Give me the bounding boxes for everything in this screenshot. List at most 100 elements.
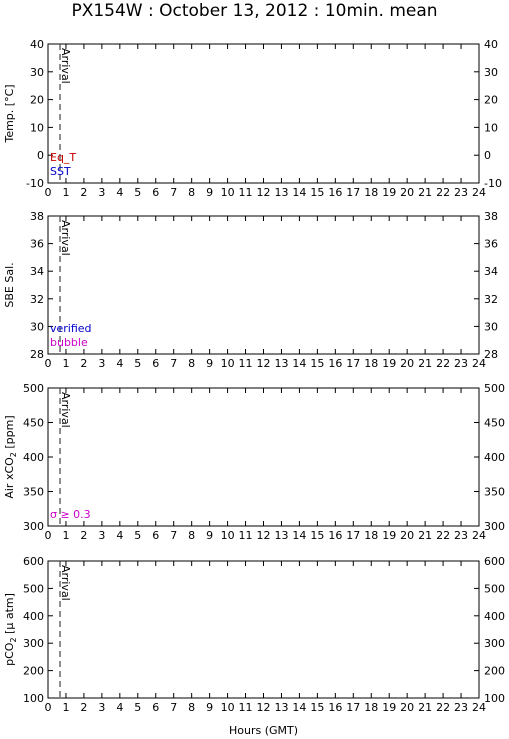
x-tick-label: 24 (472, 701, 486, 714)
x-tick-label: 10 (221, 186, 235, 199)
x-tick-label: 14 (292, 529, 306, 542)
y-tick-label-right: 500 (484, 582, 505, 595)
x-tick-label: 14 (292, 357, 306, 370)
x-tick-label: 10 (221, 701, 235, 714)
plot-frame (47, 43, 480, 184)
x-tick-label: 24 (472, 357, 486, 370)
x-tick-label: 15 (310, 701, 324, 714)
y-tick-label-right: -10 (484, 177, 502, 190)
y-tick-label-right: 300 (484, 520, 505, 533)
x-tick-label: 0 (45, 186, 52, 199)
y-tick-label-left: -10 (26, 177, 44, 190)
x-tick-label: 22 (436, 701, 450, 714)
y-tick-label-left: 300 (23, 520, 44, 533)
x-tick-label: 19 (382, 529, 396, 542)
x-tick-label: 1 (62, 186, 69, 199)
x-tick-label: 23 (454, 529, 468, 542)
x-tick-label: 17 (346, 701, 360, 714)
y-tick-label-left: 30 (30, 66, 44, 79)
arrival-label: Arrival (59, 392, 72, 428)
x-tick-label: 15 (310, 186, 324, 199)
x-tick-label: 13 (274, 357, 288, 370)
x-tick-label: 20 (400, 701, 414, 714)
y-tick-label-right: 36 (484, 238, 498, 251)
y-tick-label-right: 600 (484, 555, 505, 568)
x-tick-label: 23 (454, 186, 468, 199)
y-tick-label-right: 450 (484, 417, 505, 430)
x-tick-label: 4 (116, 357, 123, 370)
y-tick-label-left: 600 (23, 555, 44, 568)
x-tick-label: 7 (170, 357, 177, 370)
x-tick-label: 10 (221, 357, 235, 370)
x-tick-label: 0 (45, 701, 52, 714)
x-tick-label: 2 (80, 186, 87, 199)
x-tick-label: 12 (257, 186, 271, 199)
y-tick-label-left: 40 (30, 38, 44, 51)
x-tick-label: 1 (62, 701, 69, 714)
x-tick-label: 5 (134, 186, 141, 199)
x-tick-label: 9 (206, 529, 213, 542)
y-tick-label-left: 10 (30, 121, 44, 134)
x-tick-label: 22 (436, 357, 450, 370)
x-tick-label: 5 (134, 529, 141, 542)
x-tick-label: 24 (472, 186, 486, 199)
x-tick-label: 16 (328, 701, 342, 714)
x-tick-label: 11 (239, 357, 253, 370)
x-tick-label: 0 (45, 357, 52, 370)
x-tick-label: 13 (274, 186, 288, 199)
x-tick-label: 18 (364, 357, 378, 370)
legend-label: SST (50, 165, 71, 178)
plot-frame (47, 215, 480, 355)
y-tick-label-left: 36 (30, 238, 44, 251)
y-tick-label-right: 28 (484, 348, 498, 361)
x-tick-label: 11 (239, 701, 253, 714)
x-tick-label: 21 (418, 186, 432, 199)
y-tick-label-right: 400 (484, 451, 505, 464)
y-axis-label: Temp. [°C] (3, 84, 16, 143)
x-tick-label: 7 (170, 529, 177, 542)
x-tick-label: 17 (346, 186, 360, 199)
x-tick-label: 3 (98, 186, 105, 199)
x-tick-label: 18 (364, 701, 378, 714)
x-tick-label: 15 (310, 357, 324, 370)
x-tick-label: 10 (221, 529, 235, 542)
x-tick-label: 19 (382, 186, 396, 199)
y-tick-label-right: 300 (484, 637, 505, 650)
x-tick-label: 7 (170, 701, 177, 714)
y-axis-label-main: Temp. [°C] (3, 84, 16, 143)
y-tick-label-right: 30 (484, 66, 498, 79)
y-tick-label-right: 500 (484, 382, 505, 395)
x-tick-label: 6 (152, 529, 159, 542)
legend-label: bubble (50, 336, 88, 349)
x-tick-label: 0 (45, 529, 52, 542)
y-tick-label-left: 30 (30, 320, 44, 333)
x-tick-label: 18 (364, 186, 378, 199)
y-tick-label-left: 28 (30, 348, 44, 361)
y-tick-label-right: 38 (484, 210, 498, 223)
x-tick-label: 1 (62, 357, 69, 370)
x-tick-label: 3 (98, 701, 105, 714)
y-tick-label-right: 20 (484, 94, 498, 107)
y-tick-label-left: 20 (30, 94, 44, 107)
y-tick-label-left: 300 (23, 637, 44, 650)
x-tick-label: 16 (328, 186, 342, 199)
y-tick-label-right: 10 (484, 121, 498, 134)
y-axis-label-subscript: 2 (9, 637, 18, 642)
x-tick-label: 24 (472, 529, 486, 542)
arrival-label: Arrival (59, 565, 72, 601)
x-axis-label: Hours (GMT) (229, 724, 298, 737)
x-tick-label: 7 (170, 186, 177, 199)
x-tick-label: 17 (346, 529, 360, 542)
y-tick-label-left: 0 (37, 149, 44, 162)
x-tick-label: 13 (274, 701, 288, 714)
x-tick-label: 20 (400, 186, 414, 199)
x-tick-label: 4 (116, 529, 123, 542)
y-axis-label-main: SBE Sal. (3, 262, 16, 307)
y-tick-label-left: 350 (23, 486, 44, 499)
x-tick-label: 3 (98, 529, 105, 542)
x-tick-label: 11 (239, 186, 253, 199)
x-tick-label: 1 (62, 529, 69, 542)
x-tick-label: 4 (116, 186, 123, 199)
x-tick-label: 14 (292, 701, 306, 714)
